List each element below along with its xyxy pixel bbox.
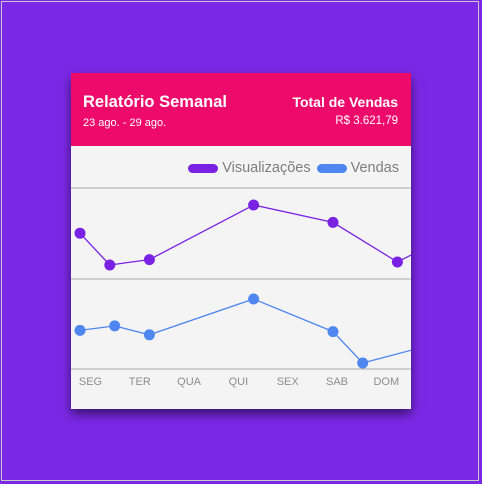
series-line-vendas bbox=[79, 298, 411, 364]
data-point-vendas-1[interactable] bbox=[109, 320, 121, 332]
legend-swatch-vendas bbox=[316, 163, 347, 173]
x-tick-label: SEX bbox=[277, 376, 300, 388]
weekly-line-chart: SEG TER QUA QUI SEX SAB DOM bbox=[71, 187, 411, 388]
data-point-visualizacoes-1[interactable] bbox=[104, 259, 116, 271]
data-point-vendas-5[interactable] bbox=[357, 357, 369, 369]
data-point-vendas-2[interactable] bbox=[143, 329, 155, 341]
card-header: Relatório Semanal 23 ago. - 29 ago. Tota… bbox=[71, 73, 411, 146]
x-tick-label: SAB bbox=[326, 376, 348, 388]
x-tick-label: QUA bbox=[177, 376, 202, 388]
legend-item-vendas[interactable]: Vendas bbox=[316, 160, 399, 176]
x-tick-label: SEG bbox=[79, 376, 102, 388]
data-point-visualizacoes-0[interactable] bbox=[74, 227, 86, 239]
data-point-vendas-4[interactable] bbox=[327, 326, 339, 338]
x-tick-label: TER bbox=[129, 376, 151, 388]
card-title: Relatório Semanal bbox=[83, 93, 227, 111]
data-point-vendas-3[interactable] bbox=[248, 293, 260, 305]
weekly-report-card: Relatório Semanal 23 ago. - 29 ago. Tota… bbox=[71, 73, 411, 409]
legend-item-visualizacoes[interactable]: Visualizações bbox=[188, 160, 311, 176]
data-point-visualizacoes-2[interactable] bbox=[143, 254, 155, 266]
data-point-vendas-0[interactable] bbox=[74, 324, 86, 336]
date-range: 23 ago. - 29 ago. bbox=[83, 117, 167, 129]
data-point-visualizacoes-4[interactable] bbox=[327, 216, 339, 228]
legend-label-visualizacoes: Visualizações bbox=[222, 160, 311, 176]
series-line-visualizacoes bbox=[79, 204, 411, 266]
chart-legend: Visualizações Vendas bbox=[188, 160, 399, 176]
legend-swatch-visualizacoes bbox=[188, 163, 219, 173]
total-sales-label: Total de Vendas bbox=[292, 94, 398, 110]
x-tick-label: DOM bbox=[373, 376, 399, 388]
total-sales-value: R$ 3.621,79 bbox=[335, 115, 398, 127]
data-point-visualizacoes-5[interactable] bbox=[391, 256, 403, 268]
x-tick-label: QUI bbox=[229, 376, 249, 388]
data-point-visualizacoes-3[interactable] bbox=[248, 199, 260, 211]
legend-label-vendas: Vendas bbox=[350, 160, 399, 176]
